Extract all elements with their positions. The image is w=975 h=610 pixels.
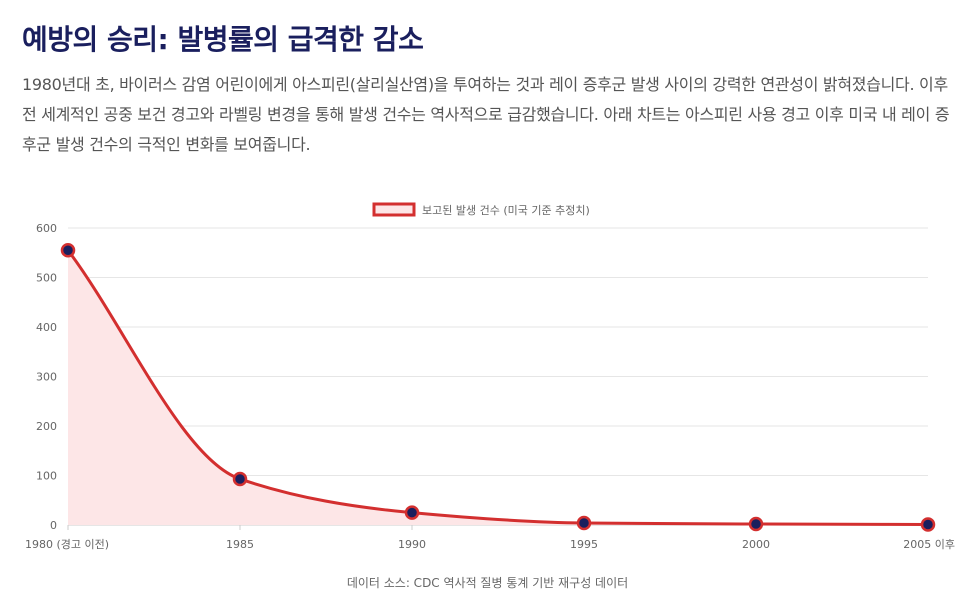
x-tick-label: 1980 (경고 이전): [25, 538, 109, 551]
page-title: 예방의 승리: 발병률의 급격한 감소: [22, 23, 424, 56]
x-axis: 1980 (경고 이전) 1985 1990 1995 2000 2005 이후: [25, 525, 955, 551]
intro-paragraph: 1980년대 초, 바이러스 감염 어린이에게 아스피린(살리실산염)을 투여하…: [22, 75, 950, 154]
data-point[interactable]: [920, 517, 936, 532]
series-area: [68, 250, 928, 525]
y-tick-label: 200: [36, 420, 57, 433]
data-point[interactable]: [60, 243, 76, 258]
legend-label: 보고된 발생 건수 (미국 기준 추정치): [422, 204, 590, 217]
y-tick-label: 400: [36, 321, 57, 334]
data-point[interactable]: [576, 515, 592, 531]
y-axis: 0 100 200 300 400 500 600: [36, 222, 57, 532]
x-tick-label: 2005 이후: [903, 538, 955, 551]
legend[interactable]: 보고된 발생 건수 (미국 기준 추정치): [372, 202, 590, 217]
data-point[interactable]: [748, 516, 764, 532]
y-tick-label: 300: [36, 371, 57, 384]
x-tick-label: 1995: [570, 538, 598, 551]
y-tick-label: 600: [36, 222, 57, 235]
legend-swatch: [372, 202, 416, 217]
x-tick-label: 1990: [398, 538, 426, 551]
data-source-note: 데이터 소스: CDC 역사적 질병 통계 기반 재구성 데이터: [346, 576, 629, 590]
y-tick-label: 500: [36, 272, 57, 285]
series-line: [66, 249, 929, 527]
x-tick-label: 2000: [742, 538, 770, 551]
incidence-chart: 보고된 발생 건수 (미국 기준 추정치) 0 100 200 300 400 500 60…: [25, 202, 955, 551]
x-tick-label: 1985: [226, 538, 254, 551]
y-tick-label: 0: [50, 519, 57, 532]
data-point[interactable]: [404, 505, 420, 520]
y-tick-label: 100: [36, 470, 57, 483]
series-points: [60, 243, 936, 532]
data-point[interactable]: [232, 471, 248, 487]
